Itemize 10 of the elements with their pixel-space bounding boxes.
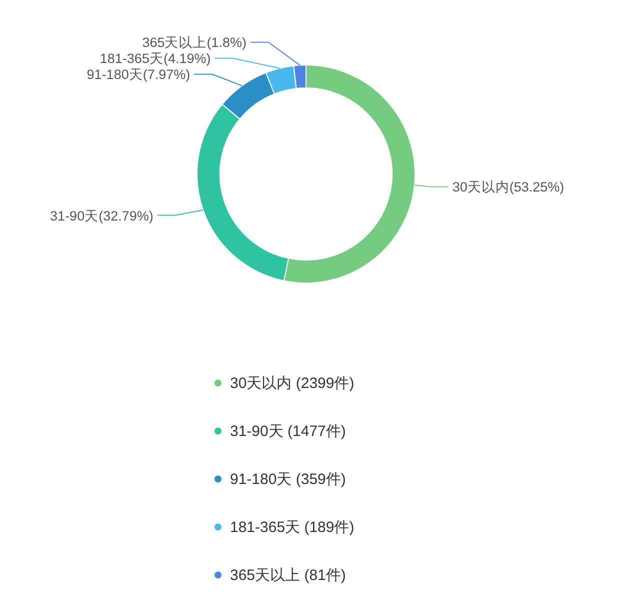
legend-label: 31-90天 (1477件) bbox=[230, 422, 346, 440]
legend-label: 91-180天 (359件) bbox=[230, 470, 346, 488]
data-label: 31-90天(32.79%) bbox=[50, 208, 154, 223]
data-label: 30天以内(53.25%) bbox=[452, 179, 564, 194]
legend-label: 30天以内 (2399件) bbox=[230, 374, 354, 392]
data-label: 91-180天(7.97%) bbox=[86, 66, 190, 82]
legend-label: 365天以上 (81件) bbox=[230, 566, 346, 584]
data-label: 365天以上(1.8%) bbox=[142, 34, 247, 50]
legend-label: 181-365天 (189件) bbox=[230, 518, 354, 536]
data-label: 181-365天(4.19%) bbox=[100, 50, 211, 66]
